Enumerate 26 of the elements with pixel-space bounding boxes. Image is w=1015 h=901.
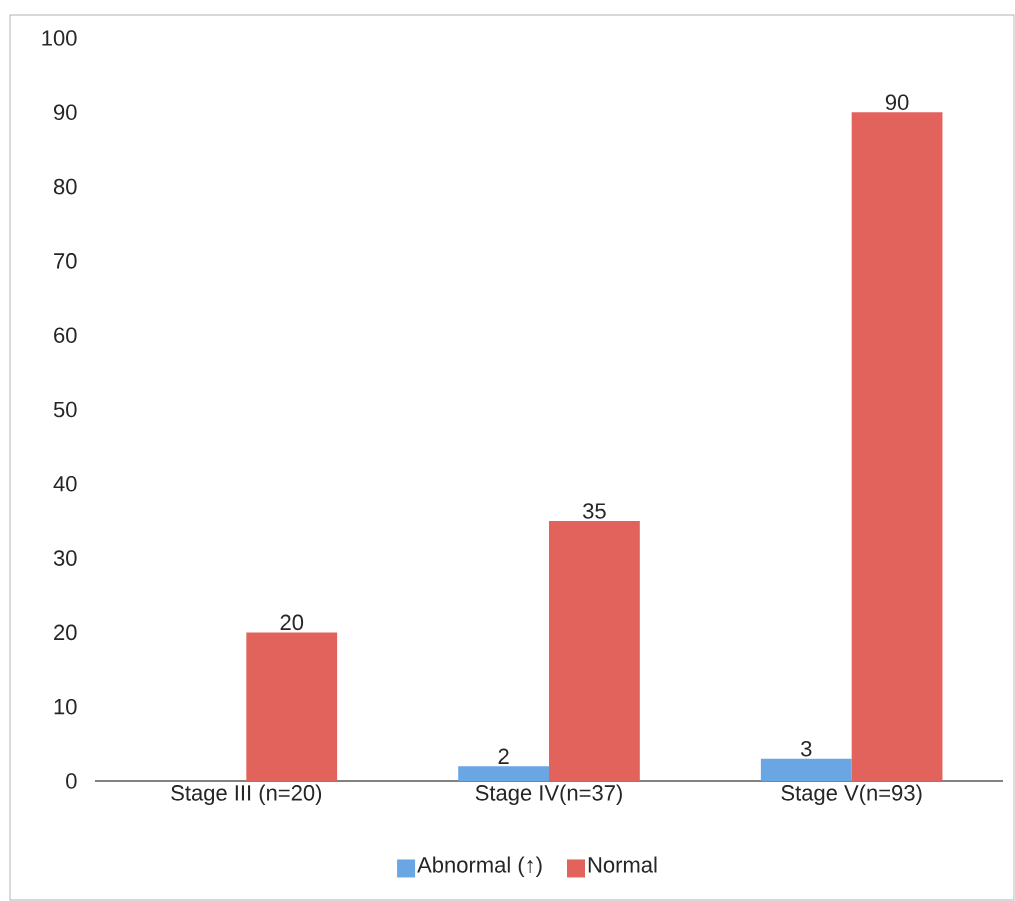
y-tick-label: 60 — [54, 327, 77, 343]
y-tick-label: 10 — [54, 698, 77, 715]
x-tick-label: Stage V(n=93) — [781, 784, 922, 806]
bar — [246, 632, 338, 781]
y-tick-label: 90 — [54, 104, 77, 121]
y-tick-label: 30 — [53, 550, 77, 566]
y-tick-label: 0 — [66, 773, 77, 789]
y-tick-label: 80 — [53, 178, 77, 195]
bar — [851, 112, 943, 781]
y-tick-label: 20 — [54, 624, 77, 641]
bar — [760, 758, 852, 781]
y-tick-label: 40 — [53, 475, 77, 492]
legend-label: Normal — [588, 856, 657, 873]
y-tick-label: 50 — [53, 401, 77, 418]
data-label: 35 — [583, 503, 606, 519]
legend-label: Abnormal (↑) — [417, 856, 542, 877]
data-label: 90 — [885, 94, 909, 111]
data-label: 20 — [280, 614, 304, 631]
data-label: 2 — [498, 748, 509, 764]
y-tick-label: 100 — [42, 30, 77, 46]
y-tick-label: 70 — [54, 253, 77, 269]
x-tick-label: Stage IV(n=37) — [475, 784, 622, 806]
bar — [458, 766, 549, 781]
data-label: 3 — [800, 740, 812, 757]
bar — [549, 520, 640, 781]
x-tick-label: Stage III (n=20) — [171, 784, 322, 806]
